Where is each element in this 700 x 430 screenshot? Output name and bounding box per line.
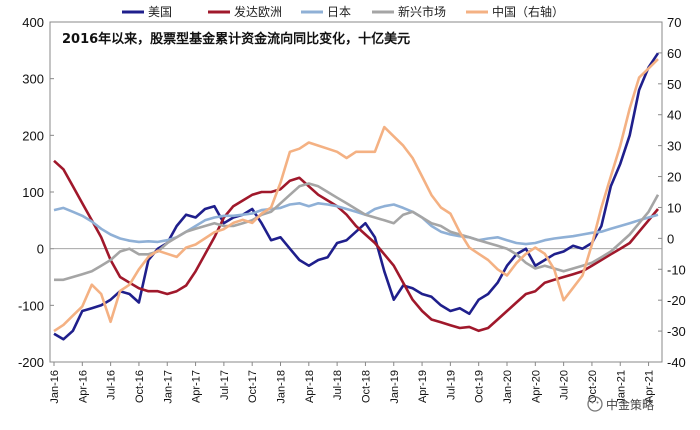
x-tick-label: Oct-19 — [474, 370, 486, 403]
x-tick-label: Jan-21 — [615, 370, 627, 404]
x-tick-label: Jan-20 — [502, 370, 514, 404]
x-tick-label: Jan-17 — [162, 370, 174, 404]
y-left-tick-label: 0 — [37, 242, 44, 257]
legend-label-2: 日本 — [327, 5, 351, 19]
x-tick-label: Jul-20 — [559, 370, 571, 400]
y-left-tick-label: 400 — [22, 15, 44, 30]
x-tick-label: Jul-16 — [106, 370, 118, 400]
x-tick-label: Jan-18 — [276, 370, 288, 404]
y-left-tick-label: 100 — [22, 185, 44, 200]
watermark-text: 中金策略 — [606, 397, 654, 412]
x-tick-label: Oct-18 — [360, 370, 372, 403]
x-tick-label: Jan-16 — [49, 370, 61, 404]
legend-label-0: 美国 — [148, 5, 172, 19]
y-axis-right: -40 -30 -20 -10 0 10 20 30 40 50 60 70 — [658, 15, 686, 370]
y-right-tick-label: 70 — [667, 15, 681, 30]
y-right-tick-label: 20 — [667, 170, 681, 185]
y-right-tick-label: 10 — [667, 200, 681, 215]
x-tick-label: Jul-17 — [219, 370, 231, 400]
y-right-tick-label: -10 — [667, 262, 686, 277]
legend-label-3: 新兴市场 — [398, 4, 446, 19]
series-line-4 — [53, 58, 659, 333]
watermark: 中金策略 — [587, 396, 654, 412]
y-axis-left: -200 -100 0 100 200 300 400 — [18, 15, 662, 370]
y-left-tick-label: 200 — [22, 128, 44, 143]
x-tick-label: Apr-21 — [644, 370, 656, 403]
y-right-tick-label: -20 — [667, 293, 686, 308]
y-left-tick-label: -100 — [18, 298, 44, 313]
series-line-2 — [53, 202, 659, 246]
x-tick-label: Apr-18 — [304, 370, 316, 403]
x-tick-label: Jul-19 — [445, 370, 457, 400]
y-left-tick-label: -200 — [18, 355, 44, 370]
x-tick-label: Oct-16 — [134, 370, 146, 403]
legend-label-1: 发达欧洲 — [234, 4, 282, 19]
y-right-tick-label: 50 — [667, 77, 681, 92]
series-lines — [53, 52, 660, 341]
y-right-tick-label: 60 — [667, 46, 681, 61]
legend-label-4: 中国（右轴） — [492, 4, 564, 19]
y-right-tick-label: 0 — [667, 231, 674, 246]
x-axis: Jan-16 Apr-16 Jul-16 Oct-16 Jan-17 Apr-17 Jul-… — [49, 362, 656, 404]
x-tick-label: Jan-19 — [389, 370, 401, 404]
x-tick-label: Jul-18 — [332, 370, 344, 400]
legend: 美国 发达欧洲 日本 新兴市场 中国（右轴） — [122, 4, 564, 19]
y-right-tick-label: 40 — [667, 108, 681, 123]
x-tick-label: Apr-20 — [530, 370, 542, 403]
y-right-tick-label: -40 — [667, 355, 686, 370]
y-right-tick-label: 30 — [667, 139, 681, 154]
x-tick-label: Oct-20 — [587, 370, 599, 403]
x-tick-label: Apr-17 — [191, 370, 203, 403]
wechat-logo-icon — [587, 396, 603, 412]
y-right-tick-label: -30 — [667, 324, 686, 339]
chart-title: 2016年以来，股票型基金累计资金流向同比变化，十亿美元 — [62, 31, 410, 47]
x-tick-label: Apr-19 — [417, 370, 429, 403]
y-left-tick-label: 300 — [22, 72, 44, 87]
x-tick-label: Apr-16 — [77, 370, 89, 403]
x-tick-label: Oct-17 — [247, 370, 259, 403]
